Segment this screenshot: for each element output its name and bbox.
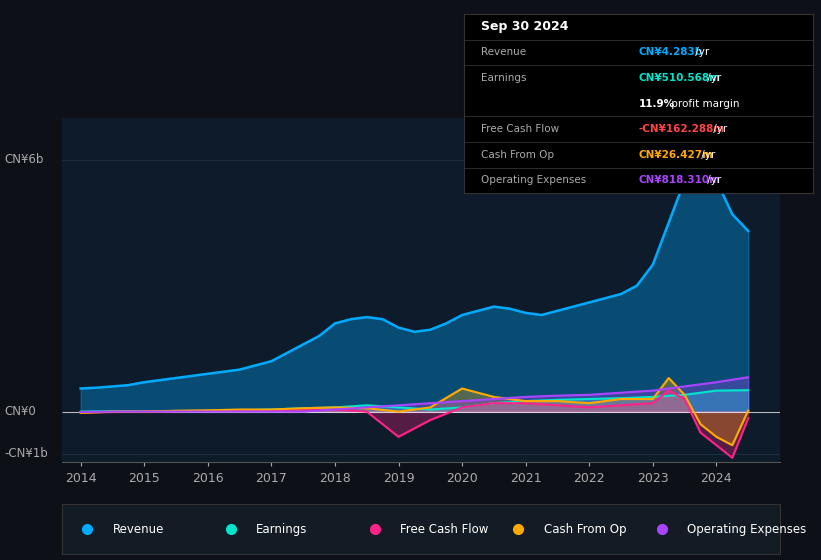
Text: Free Cash Flow: Free Cash Flow — [400, 522, 488, 536]
Text: Cash From Op: Cash From Op — [481, 150, 554, 160]
Text: -CN¥162.288m: -CN¥162.288m — [639, 124, 725, 134]
Text: Operating Expenses: Operating Expenses — [687, 522, 806, 536]
Text: CN¥4.283b: CN¥4.283b — [639, 48, 703, 58]
Text: CN¥6b: CN¥6b — [4, 153, 44, 166]
Text: Cash From Op: Cash From Op — [544, 522, 626, 536]
Text: CN¥0: CN¥0 — [4, 405, 36, 418]
Text: /yr: /yr — [709, 124, 727, 134]
Text: /yr: /yr — [692, 48, 709, 58]
Text: Sep 30 2024: Sep 30 2024 — [481, 20, 569, 33]
Text: CN¥26.427m: CN¥26.427m — [639, 150, 713, 160]
Text: -CN¥1b: -CN¥1b — [4, 447, 48, 460]
Text: /yr: /yr — [698, 150, 715, 160]
Text: Earnings: Earnings — [481, 73, 527, 83]
Text: Earnings: Earnings — [256, 522, 308, 536]
Text: 11.9%: 11.9% — [639, 99, 675, 109]
Text: Free Cash Flow: Free Cash Flow — [481, 124, 559, 134]
Text: CN¥510.568m: CN¥510.568m — [639, 73, 720, 83]
Text: CN¥818.310m: CN¥818.310m — [639, 175, 720, 185]
Text: /yr: /yr — [704, 73, 721, 83]
Text: /yr: /yr — [704, 175, 721, 185]
Text: Revenue: Revenue — [481, 48, 526, 58]
Text: Revenue: Revenue — [112, 522, 164, 536]
Text: Operating Expenses: Operating Expenses — [481, 175, 586, 185]
Text: profit margin: profit margin — [668, 99, 740, 109]
